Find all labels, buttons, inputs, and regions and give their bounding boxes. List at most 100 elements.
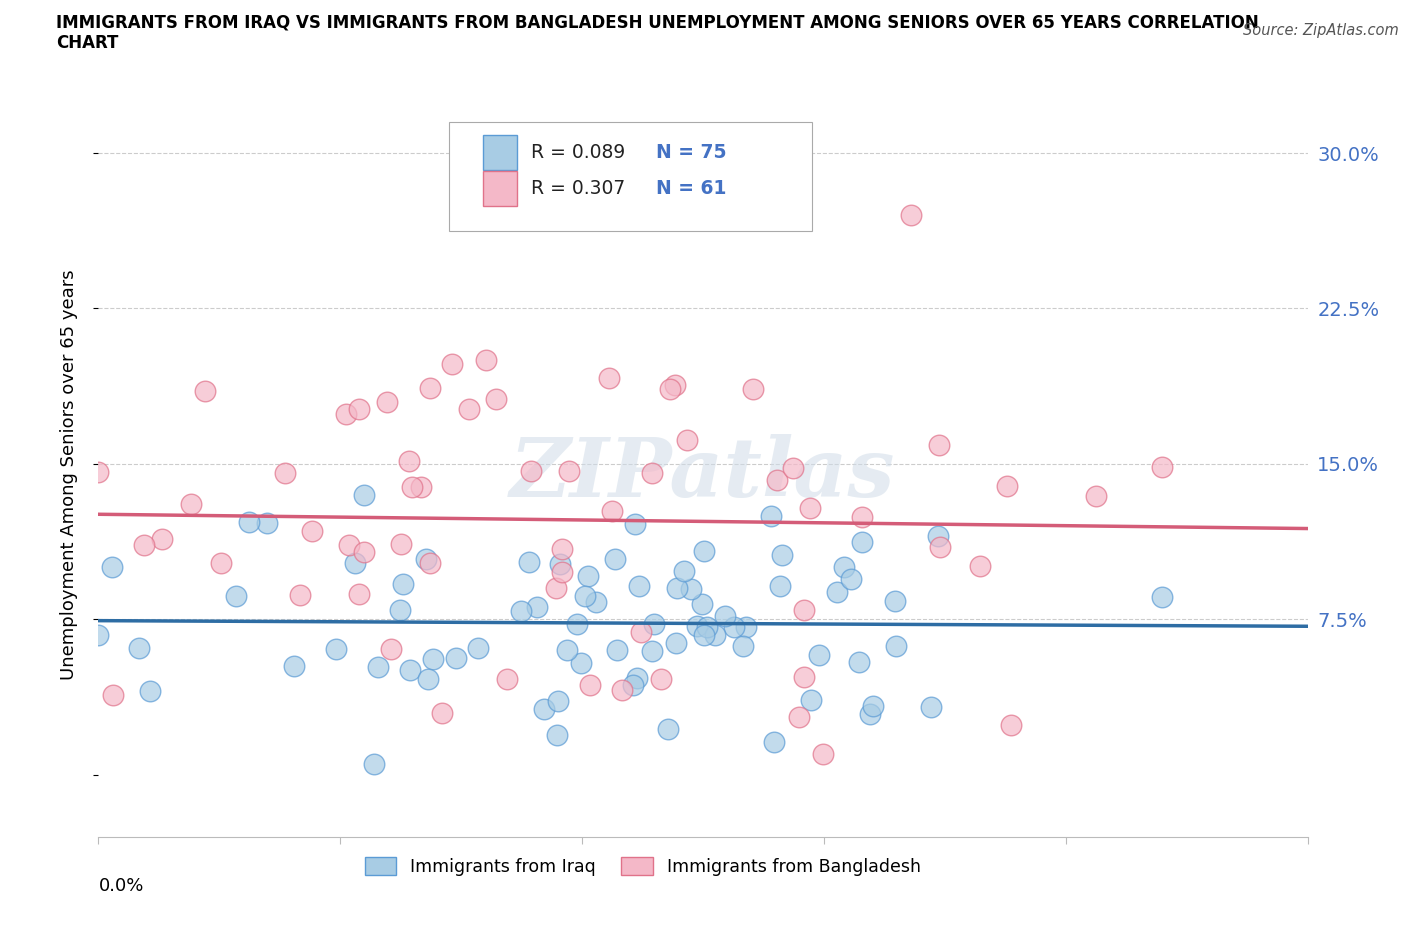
Point xyxy=(610,683,633,698)
Point xyxy=(517,554,540,569)
Point xyxy=(467,640,489,655)
Point xyxy=(389,537,412,551)
Point xyxy=(657,722,679,737)
Point xyxy=(723,619,745,634)
Point xyxy=(1152,590,1174,604)
Point xyxy=(485,392,508,406)
Point xyxy=(640,644,662,658)
Point xyxy=(375,394,398,409)
Point xyxy=(734,619,756,634)
Point xyxy=(579,678,602,693)
Point xyxy=(389,603,412,618)
Point xyxy=(526,600,548,615)
Point xyxy=(859,707,882,722)
Point xyxy=(432,706,454,721)
Point xyxy=(799,500,821,515)
Point xyxy=(848,655,870,670)
Point xyxy=(621,677,644,692)
Point xyxy=(411,480,433,495)
Point xyxy=(441,356,464,371)
FancyBboxPatch shape xyxy=(482,135,517,169)
Point xyxy=(325,641,347,656)
Point xyxy=(1084,488,1107,503)
Point xyxy=(630,625,652,640)
Point xyxy=(679,581,702,596)
Point xyxy=(569,656,592,671)
Point xyxy=(862,698,884,713)
Point xyxy=(1000,718,1022,733)
Point xyxy=(628,578,651,593)
Point xyxy=(929,539,952,554)
Point xyxy=(283,658,305,673)
Point xyxy=(128,641,150,656)
Point xyxy=(475,352,498,367)
Point xyxy=(557,464,579,479)
Point xyxy=(851,510,873,525)
Point xyxy=(419,556,441,571)
Point xyxy=(419,380,441,395)
Point xyxy=(696,619,718,634)
Point xyxy=(659,381,682,396)
Point xyxy=(194,384,217,399)
Point xyxy=(301,524,323,538)
Point xyxy=(256,516,278,531)
Legend: Immigrants from Iraq, Immigrants from Bangladesh: Immigrants from Iraq, Immigrants from Ba… xyxy=(357,850,928,883)
Point xyxy=(548,557,571,572)
Point xyxy=(995,479,1018,494)
Point xyxy=(666,581,689,596)
Point xyxy=(672,564,695,578)
Point xyxy=(533,701,555,716)
Point xyxy=(731,639,754,654)
Point xyxy=(398,454,420,469)
Point xyxy=(550,565,572,579)
Text: R = 0.089: R = 0.089 xyxy=(531,142,626,162)
Point xyxy=(585,594,607,609)
Point xyxy=(458,402,481,417)
Point xyxy=(884,593,907,608)
Point xyxy=(759,509,782,524)
Point xyxy=(623,516,645,531)
Point xyxy=(101,559,124,574)
Point xyxy=(392,577,415,591)
Point xyxy=(87,464,110,479)
Text: N = 61: N = 61 xyxy=(655,179,727,198)
Point xyxy=(520,464,543,479)
Point xyxy=(555,643,578,658)
Point xyxy=(415,551,437,566)
Point xyxy=(509,604,531,618)
Point xyxy=(546,727,568,742)
Point xyxy=(380,642,402,657)
Point xyxy=(807,647,830,662)
Point xyxy=(686,619,709,634)
Point xyxy=(800,693,823,708)
Point xyxy=(238,515,260,530)
Y-axis label: Unemployment Among Seniors over 65 years: Unemployment Among Seniors over 65 years xyxy=(59,269,77,680)
Point xyxy=(600,503,623,518)
Point xyxy=(576,568,599,583)
Point xyxy=(900,207,922,222)
Point xyxy=(839,571,862,586)
Point xyxy=(782,460,804,475)
Text: IMMIGRANTS FROM IRAQ VS IMMIGRANTS FROM BANGLADESH UNEMPLOYMENT AMONG SENIORS OV: IMMIGRANTS FROM IRAQ VS IMMIGRANTS FROM … xyxy=(56,14,1258,32)
Point xyxy=(927,529,949,544)
Point xyxy=(793,603,815,618)
Point xyxy=(598,370,620,385)
Point xyxy=(714,609,737,624)
Text: N = 75: N = 75 xyxy=(655,142,727,162)
Point xyxy=(344,555,367,570)
Text: R = 0.307: R = 0.307 xyxy=(531,179,626,198)
Point xyxy=(547,694,569,709)
Point xyxy=(787,710,810,724)
Point xyxy=(139,684,162,698)
Point xyxy=(676,432,699,447)
Point xyxy=(969,559,991,574)
Point xyxy=(770,548,793,563)
Point xyxy=(401,479,423,494)
FancyBboxPatch shape xyxy=(482,171,517,206)
Point xyxy=(349,402,371,417)
Point xyxy=(132,538,155,552)
Point xyxy=(399,663,422,678)
Text: ZIPatlas: ZIPatlas xyxy=(510,434,896,514)
Point xyxy=(335,406,357,421)
Point xyxy=(180,497,202,512)
